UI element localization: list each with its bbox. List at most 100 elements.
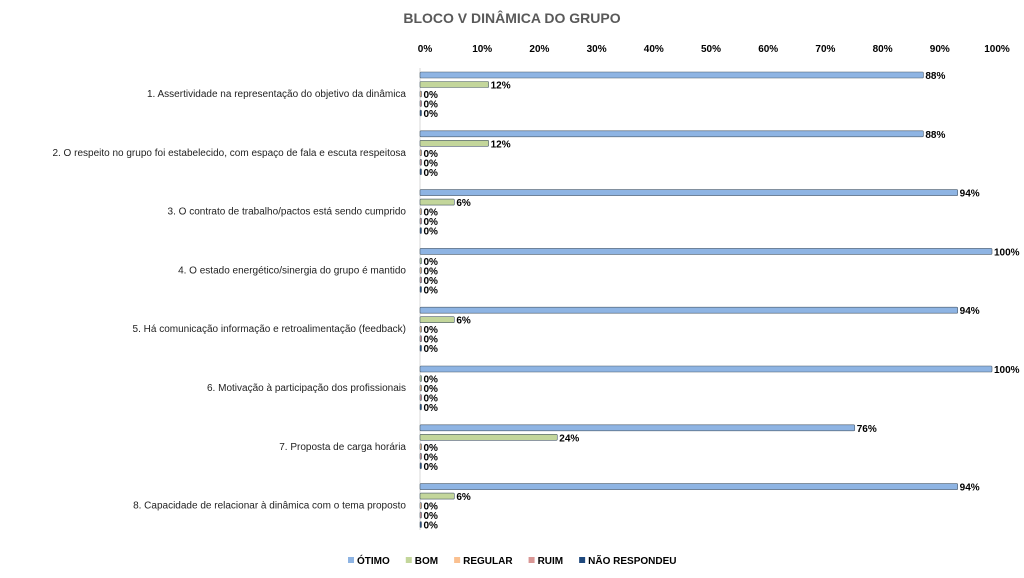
data-label: 0% [424, 168, 439, 179]
bar-regular [419, 149, 422, 157]
data-label: 0% [424, 100, 439, 111]
data-label: 0% [424, 109, 439, 120]
data-label: 6% [456, 198, 471, 209]
x-tick-label: 20% [529, 44, 549, 55]
data-label: 94% [960, 189, 980, 200]
data-label: 0% [424, 443, 439, 454]
data-label: 0% [424, 335, 439, 346]
bar-regular [419, 325, 422, 333]
category-label: 5. Há comunicação informação e retroalim… [133, 324, 406, 335]
legend-swatch [579, 557, 586, 563]
data-label: 0% [424, 208, 439, 219]
x-tick-label: 80% [873, 44, 893, 55]
data-label: 0% [424, 344, 439, 355]
legend-label: RUIM [538, 556, 564, 567]
x-tick-label: 10% [472, 44, 492, 55]
bar-regular [419, 384, 422, 392]
data-label: 0% [424, 227, 439, 238]
bar-ruim [419, 335, 422, 343]
bar-regular [419, 90, 422, 98]
category-label: 7. Proposta de carga horária [279, 442, 406, 453]
bar-bom [419, 81, 489, 88]
data-label: 0% [424, 149, 439, 160]
x-tick-label: 0% [418, 44, 433, 55]
data-label: 100% [994, 247, 1020, 258]
bar-ótimo [419, 248, 993, 255]
bar-não-respondeu [419, 344, 422, 352]
bar-não-respondeu [419, 227, 422, 234]
bar-regular [419, 502, 422, 509]
data-label: 24% [559, 433, 579, 444]
category-label: 8. Capacidade de relacionar à dinâmica c… [133, 501, 406, 512]
data-label: 0% [424, 266, 439, 277]
bar-ruim [419, 159, 422, 166]
bar-bom [419, 140, 489, 147]
data-label: 0% [424, 521, 439, 532]
legend-label: ÓTIMO [357, 554, 390, 567]
bar-bom [419, 375, 422, 382]
legend-swatch [528, 557, 535, 563]
data-label: 0% [424, 511, 439, 522]
category-label: 4. O estado energético/sinergia do grupo… [178, 265, 406, 276]
bar-regular [419, 208, 422, 215]
bar-ruim [419, 276, 422, 284]
data-label: 0% [424, 375, 439, 386]
bar-ruim [419, 394, 422, 401]
data-label: 0% [424, 384, 439, 395]
data-label: 0% [424, 403, 439, 414]
data-label: 94% [960, 306, 980, 317]
bar-ótimo [419, 365, 993, 373]
bar-ruim [419, 217, 422, 225]
x-tick-label: 50% [701, 44, 721, 55]
data-label: 0% [424, 452, 439, 463]
legend-swatch [348, 557, 354, 563]
bar-não-respondeu [419, 168, 422, 176]
data-label: 88% [925, 71, 945, 82]
category-label: 1. Assertividade na representação do obj… [147, 89, 406, 100]
bar-ótimo [419, 130, 924, 138]
data-label: 0% [424, 285, 439, 296]
bar-ruim [419, 452, 422, 460]
bar-ótimo [419, 71, 924, 79]
data-label: 12% [491, 139, 511, 150]
data-label: 100% [994, 365, 1020, 376]
x-tick-label: 90% [930, 44, 950, 55]
bar-bom [419, 433, 558, 441]
data-label: 0% [424, 276, 439, 287]
bar-bom [419, 492, 455, 500]
bar-não-respondeu [419, 286, 422, 293]
legend-label: REGULAR [463, 556, 513, 567]
bar-não-respondeu [419, 109, 422, 117]
data-label: 6% [456, 316, 471, 327]
data-label: 0% [424, 158, 439, 169]
x-tick-label: 100% [984, 44, 1010, 55]
legend-swatch [454, 557, 461, 563]
data-label: 0% [424, 257, 439, 268]
data-label: 12% [491, 81, 511, 92]
bar-ótimo [419, 424, 856, 432]
bar-não-respondeu [419, 521, 422, 528]
bar-bom [419, 257, 422, 265]
bar-não-respondeu [419, 403, 422, 411]
chart-title: BLOCO V DINÂMICA DO GRUPO [403, 9, 620, 26]
category-label: 3. O contrato de trabalho/pactos está se… [168, 207, 407, 218]
legend-swatch [405, 557, 412, 563]
x-tick-label: 30% [587, 44, 607, 55]
bar-regular [419, 443, 422, 451]
bar-regular [419, 267, 422, 274]
data-label: 0% [424, 394, 439, 405]
data-label: 0% [424, 90, 439, 101]
data-label: 88% [925, 130, 945, 141]
bar-ótimo [419, 189, 958, 196]
x-tick-label: 40% [644, 44, 664, 55]
category-label: 6. Motivação à participação dos profissi… [207, 383, 406, 394]
category-label: 2. O respeito no grupo foi estabelecido,… [52, 148, 406, 159]
bar-bom [419, 198, 455, 206]
bar-bom [419, 316, 455, 324]
bar-ruim [419, 511, 422, 519]
legend-label: NÃO RESPONDEU [588, 554, 676, 567]
data-label: 0% [424, 502, 439, 513]
legend-label: BOM [415, 556, 438, 567]
bar-ótimo [419, 483, 958, 490]
